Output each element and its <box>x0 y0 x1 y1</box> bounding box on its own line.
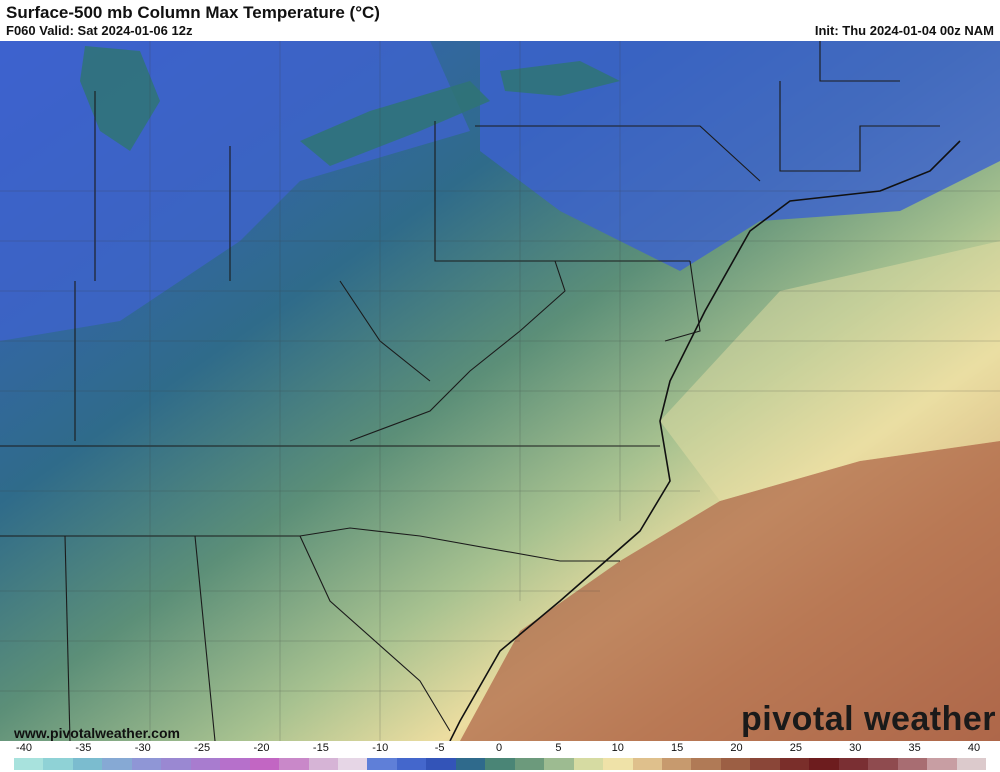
scale-swatch <box>661 758 692 770</box>
website-url: www.pivotalweather.com <box>14 725 180 741</box>
scale-swatch <box>43 758 73 770</box>
scale-swatch <box>603 758 633 770</box>
lake-ontario <box>500 61 620 96</box>
scale-tick-label: 5 <box>555 742 562 754</box>
scale-swatch <box>72 758 103 770</box>
scale-swatch <box>573 758 604 770</box>
scale-swatch <box>14 758 44 770</box>
scale-tick-label: -30 <box>134 742 151 754</box>
scale-swatch <box>308 758 338 770</box>
scale-swatch <box>426 758 456 770</box>
lake-erie <box>300 81 490 166</box>
scale-ticks: -40 -35 -30 -25 -20 -15 -10 -5 0 5 10 15 20 25 30 35 40 <box>0 741 1000 757</box>
scale-swatch <box>249 758 280 770</box>
scale-swatch <box>544 758 574 770</box>
county-borders <box>0 41 1000 741</box>
brand-logo: pivotal weather <box>740 700 996 738</box>
scale-swatch <box>367 758 397 770</box>
init-time: Init: Thu 2024-01-04 00z NAM <box>814 23 994 38</box>
scale-tick-label: 25 <box>789 742 802 754</box>
color-scale: -40 -35 -30 -25 -20 -15 -10 -5 0 5 10 15 20 25 30 35 40 <box>0 741 1000 772</box>
warm-region-southeast <box>460 441 1000 741</box>
scale-bar <box>14 758 986 770</box>
state-borders <box>0 41 940 741</box>
scale-swatch <box>279 758 309 770</box>
temperature-field <box>0 41 1000 741</box>
scale-swatch <box>102 758 132 770</box>
scale-tick-label: 20 <box>730 742 743 754</box>
scale-swatch <box>485 758 515 770</box>
scale-swatch <box>396 758 427 770</box>
scale-tick-label: 35 <box>908 742 921 754</box>
map-title: Surface-500 mb Column Max Temperature (°… <box>6 3 380 22</box>
scale-swatch <box>190 758 221 770</box>
scale-swatch <box>632 758 662 770</box>
scale-tick-label: -40 <box>16 742 32 754</box>
scale-tick-label: -15 <box>312 742 329 754</box>
scale-tick-label: 30 <box>849 742 862 754</box>
scale-swatch <box>838 758 869 770</box>
lake-michigan <box>80 46 160 151</box>
scale-swatch <box>161 758 191 770</box>
scale-swatch <box>750 758 780 770</box>
scale-swatch <box>514 758 545 770</box>
cold-region-northeast <box>480 41 1000 271</box>
scale-swatch <box>131 758 162 770</box>
scale-tick-label: -20 <box>253 742 270 754</box>
scale-swatch <box>691 758 721 770</box>
scale-tick-label: 10 <box>611 742 624 754</box>
scale-swatch <box>868 758 898 770</box>
scale-tick-label: 0 <box>495 742 503 754</box>
scale-swatch <box>927 758 957 770</box>
scale-swatch <box>956 758 986 770</box>
valid-time: F060 Valid: Sat 2024-01-06 12z <box>6 23 193 38</box>
scale-swatch <box>337 758 368 770</box>
scale-tick-label: -35 <box>75 742 92 754</box>
scale-swatch <box>720 758 751 770</box>
mild-band <box>660 241 1000 501</box>
scale-tick-label: -10 <box>372 742 389 754</box>
weather-map <box>0 41 1000 741</box>
scale-swatch <box>455 758 486 770</box>
map-header: Surface-500 mb Column Max Temperature (°… <box>0 0 1000 41</box>
scale-tick-label: 40 <box>967 742 981 754</box>
scale-swatch <box>809 758 839 770</box>
atlantic-coastline <box>449 140 961 741</box>
scale-tick-label: -25 <box>194 742 211 754</box>
scale-tick-label: -5 <box>434 742 445 754</box>
scale-swatch <box>220 758 250 770</box>
scale-swatch <box>897 758 928 770</box>
scale-tick-label: 15 <box>671 742 684 754</box>
scale-swatch <box>779 758 810 770</box>
